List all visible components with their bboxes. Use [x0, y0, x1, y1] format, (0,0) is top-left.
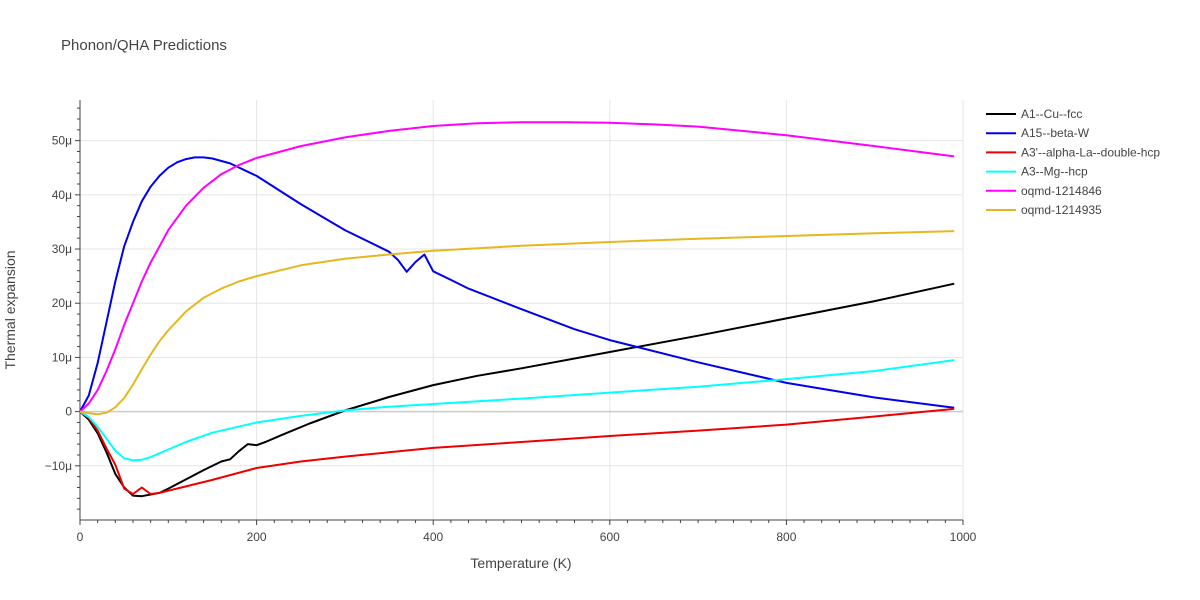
- legend-label: A15--beta-W: [1021, 126, 1090, 140]
- y-tick-label: 20μ: [52, 296, 72, 310]
- chart-title: Phonon/QHA Predictions: [61, 37, 227, 54]
- y-tick-label: 0: [65, 405, 72, 419]
- legend-label: A3'--alpha-La--double-hcp: [1021, 145, 1160, 159]
- series-line-4: [79, 359, 955, 462]
- legend-label: A3--Mg--hcp: [1021, 165, 1088, 179]
- y-tick-label: 40μ: [52, 188, 72, 202]
- axes-layer: 0 200 400 600 800 1000 −10μ 0 10μ 20μ 30μ 40μ 50μ: [45, 100, 977, 544]
- series-line-2: [79, 156, 955, 413]
- y-tick-label: −10μ: [45, 459, 72, 473]
- series-layer: [79, 121, 955, 498]
- y-axis-title: Thermal expansion: [2, 250, 18, 369]
- y-tick-label: 30μ: [52, 242, 72, 256]
- series-line-6: [79, 230, 955, 416]
- legend-label: oqmd-1214846: [1021, 184, 1102, 198]
- legend-label: A1--Cu--fcc: [1021, 107, 1082, 121]
- y-tick-label: 50μ: [52, 134, 72, 148]
- x-tick-label: 400: [423, 530, 443, 544]
- x-tick-label: 1000: [950, 530, 977, 544]
- grid-layer: [80, 100, 964, 520]
- legend: A1--Cu--fcc A15--beta-W A3'--alpha-La--dou…: [986, 107, 1160, 217]
- x-tick-label: 600: [600, 530, 620, 544]
- x-tick-label: 800: [776, 530, 796, 544]
- series-line-5: [79, 121, 955, 413]
- x-tick-label: 200: [247, 530, 267, 544]
- legend-label: oqmd-1214935: [1021, 203, 1102, 217]
- x-axis-title: Temperature (K): [470, 555, 571, 571]
- series-line-3: [79, 407, 955, 495]
- y-tick-label: 10μ: [52, 350, 72, 364]
- x-tick-label: 0: [77, 530, 84, 544]
